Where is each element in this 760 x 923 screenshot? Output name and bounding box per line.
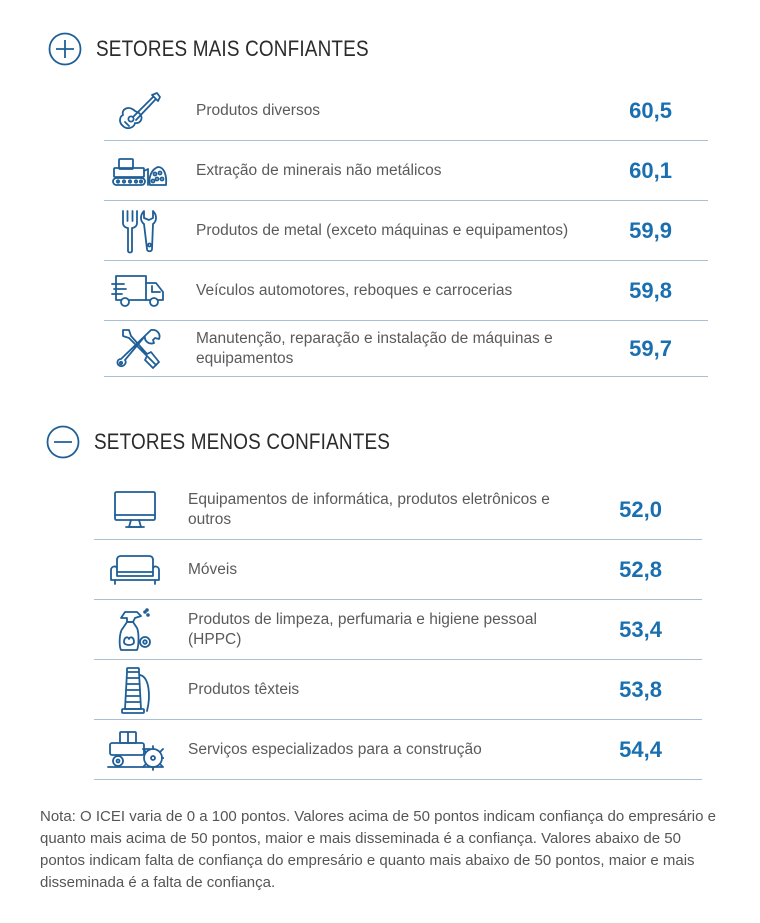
guitar-icon [110,89,168,133]
bulldozer-minerals-icon [110,149,168,193]
footnote: Nota: O ICEI varia de 0 a 100 pontos. Va… [40,808,716,891]
section-header-least-confident: SETORES MENOS CONFIANTES [46,425,438,459]
list-item: Produtos de metal (exceto máquinas e equ… [104,201,708,261]
list-item: Produtos têxteis 53,8 [94,660,702,720]
sector-label: Equipamentos de informática, produtos el… [188,490,550,528]
sector-value: 59,8 [629,277,672,303]
least-confident-list: Equipamentos de informática, produtos el… [94,480,702,780]
road-roller-icon [106,728,164,772]
sector-label: Serviços especializados para a construçã… [188,740,482,758]
tools-cross-icon [110,327,168,371]
sector-label: Extração de minerais não metálicos [196,161,442,179]
list-item: Produtos de limpeza, perfumaria e higien… [94,600,702,660]
sector-label: Produtos diversos [196,101,321,119]
sector-label: Produtos de limpeza, perfumaria e higien… [188,610,537,648]
sector-value: 54,4 [619,736,662,762]
list-item: Veículos automotores, reboques e carroce… [104,261,708,321]
sector-label: Móveis [188,560,238,578]
sector-label: Produtos de metal (exceto máquinas e equ… [196,221,569,239]
fork-wrench-icon [110,209,168,253]
sector-value: 53,4 [619,616,662,642]
section-title: SETORES MAIS CONFIANTES [96,36,369,61]
list-item: Equipamentos de informática, produtos el… [94,480,702,540]
sector-value: 59,9 [629,217,672,243]
sector-value: 60,1 [629,157,672,183]
sector-label: Veículos automotores, reboques e carroce… [196,281,513,299]
section-header-most-confident: SETORES MAIS CONFIANTES [48,32,413,66]
sector-value: 53,8 [619,676,662,702]
thread-spool-icon [106,666,164,714]
section-title: SETORES MENOS CONFIANTES [94,429,391,454]
list-item: Móveis 52,8 [94,540,702,600]
sofa-icon [106,548,164,592]
most-confident-list: Produtos diversos 60,5 E [104,81,708,377]
sector-value: 52,0 [619,496,662,522]
sector-value: 52,8 [619,556,662,582]
plus-circle-icon [48,32,82,66]
sector-label: Manutenção, reparação e instalação de má… [196,329,553,367]
truck-icon [110,269,168,313]
list-item: Manutenção, reparação e instalação de má… [104,321,708,377]
sector-value: 59,7 [629,335,672,361]
sector-value: 60,5 [629,97,672,123]
list-item: Serviços especializados para a construçã… [94,720,702,780]
spray-bottle-icon [106,607,164,652]
sector-label: Produtos têxteis [188,680,300,698]
list-item: Produtos diversos 60,5 [104,81,708,141]
list-item: Extração de minerais não metálicos 60,1 [104,141,708,201]
minus-circle-icon [46,425,80,459]
monitor-icon [106,488,164,532]
